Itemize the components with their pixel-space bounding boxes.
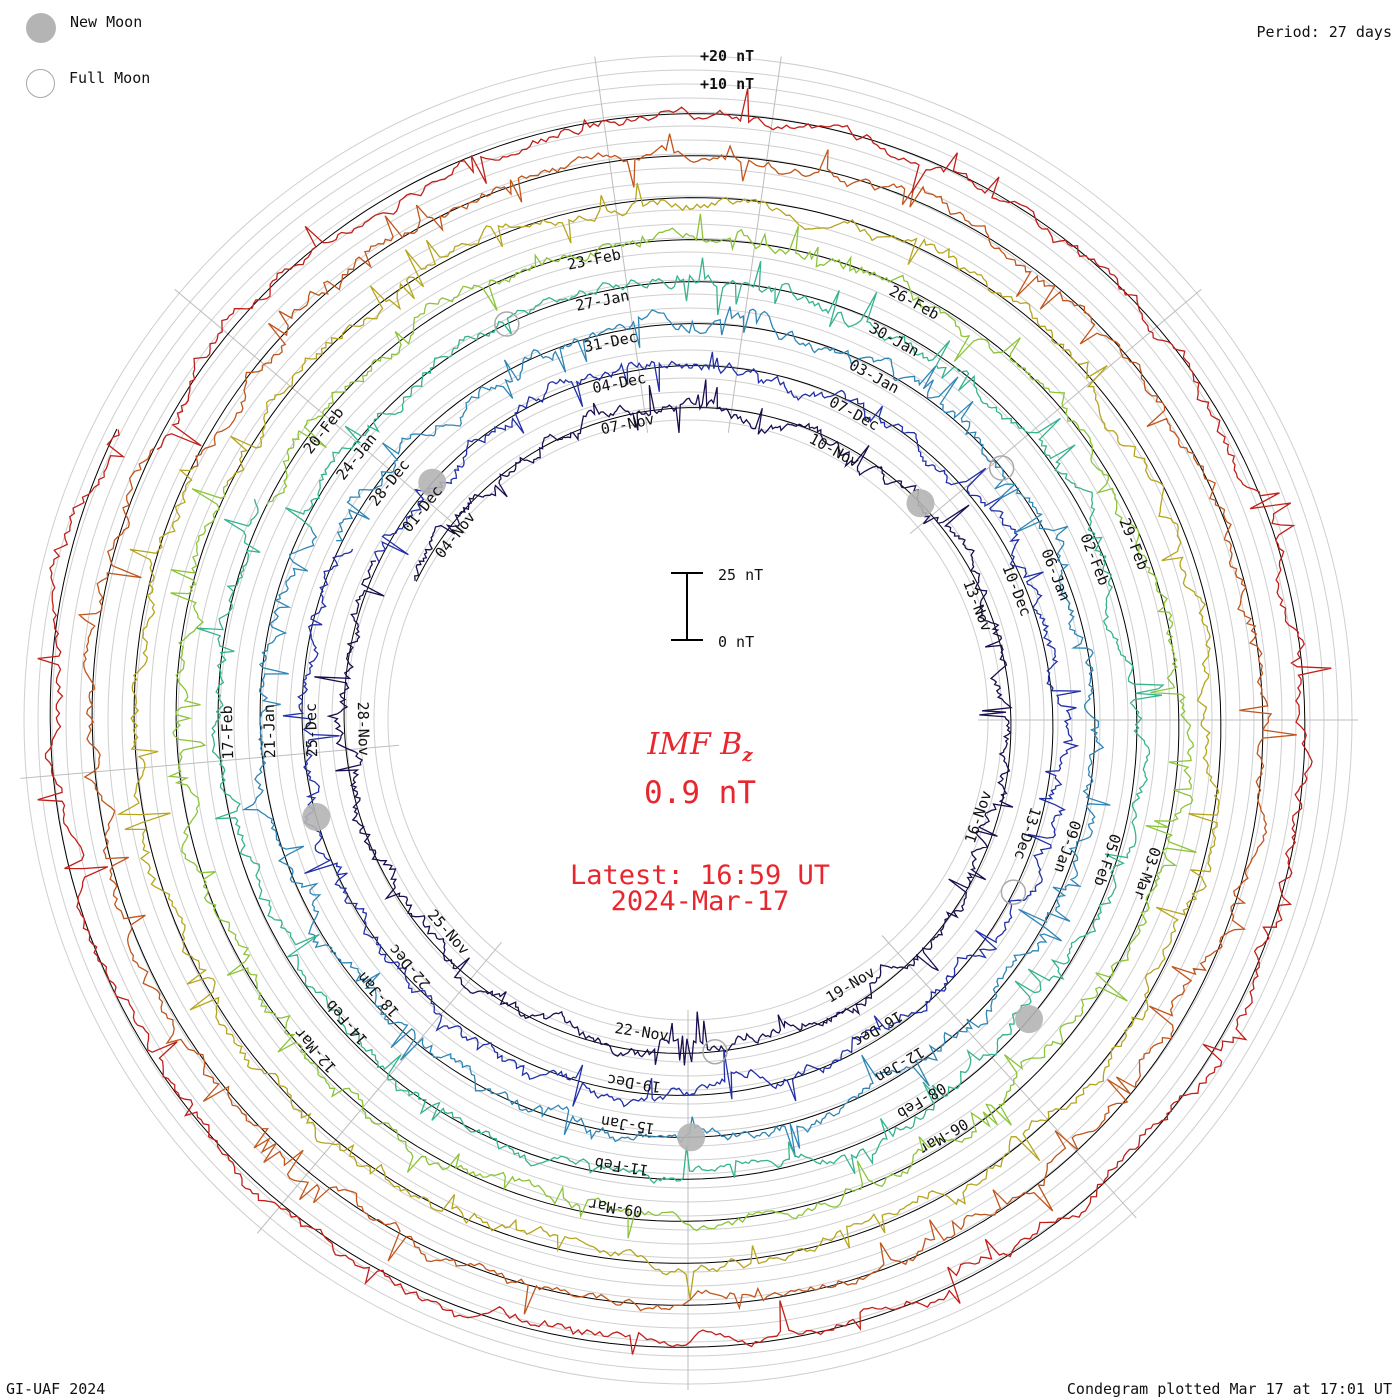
full-moon-marker [702, 1038, 728, 1065]
zero-baseline [49, 113, 1306, 1348]
date-label: 13-Nov [959, 577, 996, 634]
series-turn-6 [116, 182, 1220, 1299]
date-label: 02-Feb [1076, 531, 1113, 588]
latest-time: Latest: 16:59 UT [569, 860, 831, 891]
grid-ring [289, 321, 1087, 1119]
zero-baselines [49, 113, 1306, 1348]
date-label: 21-Jan [260, 704, 279, 759]
series-turn-5 [167, 213, 1197, 1239]
period-label: Period: 27 days [1256, 23, 1392, 41]
date-label: 17-Feb [218, 705, 237, 760]
date-label: 27-Jan [574, 286, 631, 314]
series-turn-3 [241, 306, 1111, 1158]
series-turn-4 [196, 257, 1165, 1185]
full-moon-marker [1000, 879, 1027, 905]
day-spoke [256, 941, 502, 1234]
legend-new-moon: New Moon [26, 13, 142, 43]
date-label: 12-Jan [872, 1043, 928, 1087]
grid-ring [387, 419, 989, 1021]
quantity-subscript: z [742, 745, 753, 766]
series-turn-1 [314, 379, 1014, 1066]
new-moon-marker [418, 468, 447, 497]
day-spoke [727, 56, 782, 433]
series-turn-8 [37, 88, 1332, 1355]
quantity-title-text: IMF B [647, 727, 743, 762]
series-turn-7 [77, 133, 1297, 1315]
date-label: 07-Dec [826, 393, 882, 435]
ring-scale-label-20: +20 nT [700, 47, 754, 65]
date-label: 23-Feb [566, 245, 623, 273]
full-moon-icon [26, 69, 55, 98]
date-label: 06-Mar [916, 1115, 972, 1159]
date-label: 29-Feb [1116, 515, 1153, 572]
plotted-label: Condegram plotted Mar 17 at 17:01 UT [1066, 1380, 1392, 1398]
date-label: 10-Dec [998, 562, 1035, 619]
new-moon-marker [677, 1123, 706, 1152]
series-turn-2 [282, 351, 1082, 1108]
credit-label: GI-UAF 2024 [6, 1380, 106, 1398]
moon-phase-markers [302, 311, 1044, 1152]
day-spoke [909, 288, 1202, 534]
quantity-title: IMF Bz [0, 727, 1400, 766]
scale-bar-top-label: 25 nT [718, 566, 763, 584]
new-moon-marker [906, 489, 935, 518]
latest-date: 2024-Mar-17 [610, 886, 790, 917]
date-label: 07-Nov [599, 410, 656, 438]
date-label: 08-Feb [894, 1079, 950, 1123]
date-label: 10-Nov [806, 430, 862, 472]
full-moon-marker [494, 311, 520, 337]
new-moon-icon [26, 13, 56, 43]
new-moon-marker [302, 802, 331, 831]
date-label: 06-Jan [1037, 546, 1074, 603]
scale-bar: 25 nT 0 nT [671, 566, 763, 651]
day-spoke [20, 744, 400, 779]
date-label: 25-Dec [302, 703, 321, 758]
full-moon-label: Full Moon [69, 68, 151, 87]
date-label: 04-Nov [431, 508, 479, 562]
current-value: 0.9 nT [644, 775, 756, 811]
legend-full-moon: Full Moon [26, 69, 150, 98]
scale-bar-bottom-label: 0 nT [718, 633, 754, 651]
date-label: 13-Dec [1010, 805, 1044, 862]
date-label: 30-Jan [866, 319, 922, 361]
bz-series [37, 88, 1332, 1355]
date-label: 04-Dec [591, 369, 648, 397]
new-moon-label: New Moon [70, 13, 143, 31]
day-spoke [881, 935, 1137, 1219]
new-moon-marker [1015, 1005, 1044, 1034]
date-label: 28-Nov [354, 701, 373, 756]
date-label: 26-Feb [886, 282, 942, 324]
full-moon-marker [988, 455, 1015, 481]
date-label: 31-Dec [582, 328, 639, 356]
ring-scale-label-10: +10 nT [700, 75, 754, 93]
